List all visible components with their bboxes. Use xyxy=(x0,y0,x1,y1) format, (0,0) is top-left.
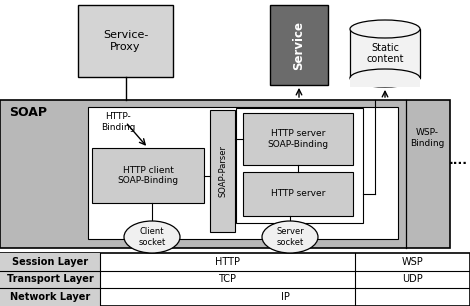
Ellipse shape xyxy=(350,69,420,87)
Text: WSP: WSP xyxy=(402,257,423,267)
Text: Transport Layer: Transport Layer xyxy=(7,274,94,285)
Text: Service: Service xyxy=(292,21,306,69)
Bar xyxy=(243,113,353,165)
Bar xyxy=(236,108,363,223)
Text: WSP-
Binding: WSP- Binding xyxy=(410,128,444,148)
Bar xyxy=(0,100,450,248)
Bar xyxy=(270,5,328,85)
Text: SOAP: SOAP xyxy=(9,106,47,118)
Bar xyxy=(210,110,235,232)
Text: HTTP: HTTP xyxy=(215,257,240,267)
Bar xyxy=(92,148,204,203)
Text: IP: IP xyxy=(281,292,290,302)
Text: Static
content: Static content xyxy=(366,43,404,64)
Text: HTTP server: HTTP server xyxy=(271,189,325,199)
Bar xyxy=(0,253,100,306)
Bar xyxy=(0,253,470,306)
Bar xyxy=(243,172,353,216)
Text: TCP: TCP xyxy=(219,274,236,285)
Text: HTTP server
SOAP-Binding: HTTP server SOAP-Binding xyxy=(267,129,329,149)
Ellipse shape xyxy=(124,221,180,253)
Text: Session Layer: Session Layer xyxy=(12,257,88,267)
Ellipse shape xyxy=(262,221,318,253)
Text: HTTP client
SOAP-Binding: HTTP client SOAP-Binding xyxy=(118,166,179,185)
Text: Network Layer: Network Layer xyxy=(10,292,90,302)
Text: ....: .... xyxy=(448,154,468,166)
Text: Service-
Proxy: Service- Proxy xyxy=(103,30,148,52)
Ellipse shape xyxy=(350,20,420,38)
Text: HTTP-
Binding: HTTP- Binding xyxy=(101,112,135,132)
Text: Server
socket: Server socket xyxy=(276,227,304,247)
Text: UDP: UDP xyxy=(402,274,423,285)
Text: SOAP-Parser: SOAP-Parser xyxy=(218,145,227,197)
Text: Client
socket: Client socket xyxy=(138,227,165,247)
Bar xyxy=(350,29,420,78)
Bar xyxy=(350,78,420,87)
Bar xyxy=(88,107,398,239)
Bar xyxy=(78,5,173,77)
